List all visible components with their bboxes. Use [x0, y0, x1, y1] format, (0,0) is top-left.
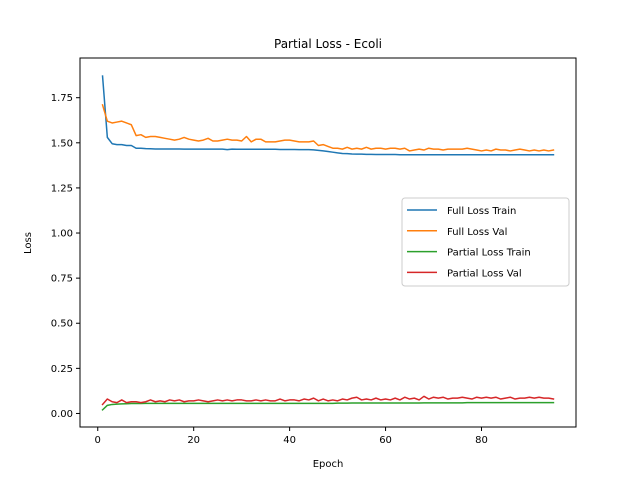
x-axis-label: Epoch	[313, 459, 344, 470]
x-tick-label: 20	[187, 435, 200, 446]
legend-label-partial-loss-train: Partial Loss Train	[447, 248, 531, 259]
legend-label-full-loss-train: Full Loss Train	[447, 206, 516, 217]
y-tick-label: 1.00	[51, 229, 73, 240]
legend: Full Loss Train Full Loss Val Partial Loss…	[401, 197, 570, 287]
x-tick-label: 0	[95, 435, 101, 446]
chart-title: Partial Loss - Ecoli	[274, 37, 382, 51]
y-tick-label: 0.50	[51, 319, 73, 330]
y-tick-label: 1.75	[51, 93, 73, 104]
legend-label-partial-loss-val: Partial Loss Val	[447, 268, 522, 279]
series-line-full-loss-train	[101, 75, 555, 156]
y-tick-label: 0.00	[51, 409, 73, 420]
x-tick-label: 80	[475, 435, 488, 446]
x-tick-label: 60	[379, 435, 392, 446]
legend-label-full-loss-val: Full Loss Val	[447, 227, 507, 238]
x-tick-label: 40	[283, 435, 296, 446]
y-axis-label: Loss	[23, 232, 34, 254]
series-line-partial-loss-train	[101, 401, 555, 411]
y-tick-label: 0.75	[51, 274, 73, 285]
legend-entries: Full Loss Train Full Loss Val Partial Loss…	[407, 206, 531, 279]
y-tick-label: 0.25	[51, 364, 73, 375]
series-layer	[101, 75, 555, 411]
series-line-partial-loss-val	[101, 395, 555, 406]
legend-frame	[401, 197, 570, 287]
plot-frame	[79, 57, 577, 428]
axes-layer: 0 20 40 60 80 0.00 0.25 0.50 0.75 1.00 1.25 1.50 1.7…	[51, 93, 488, 446]
y-tick-label: 1.50	[51, 138, 73, 149]
series-line-full-loss-val	[101, 103, 555, 152]
y-tick-label: 1.25	[51, 183, 73, 194]
